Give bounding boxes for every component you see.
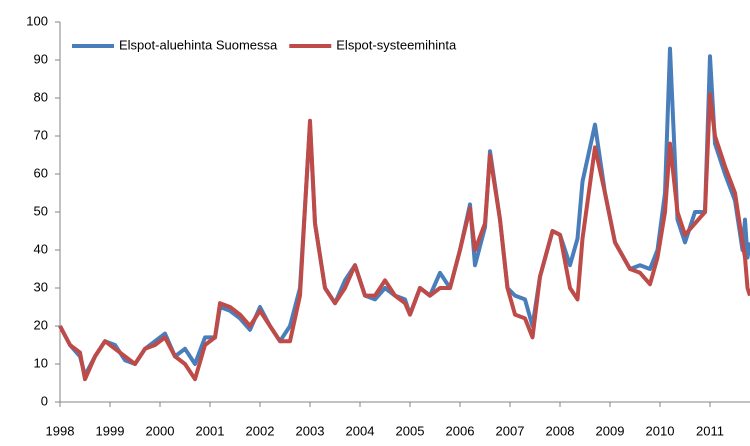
legend-label: Elspot-systeemihinta [336,37,457,52]
x-tick-label: 1998 [46,423,75,438]
y-tick-label: 40 [34,241,48,256]
x-tick-label: 1999 [96,423,125,438]
y-tick-label: 100 [26,13,48,28]
y-tick-label: 60 [34,165,48,180]
y-tick-label: 70 [34,127,48,142]
x-tick-label: 2004 [346,423,375,438]
x-tick-label: 2009 [596,423,625,438]
y-tick-label: 50 [34,203,48,218]
y-tick-label: 20 [34,317,48,332]
series-line [58,46,750,378]
y-tick-label: 30 [34,279,48,294]
x-tick-label: 2006 [446,423,475,438]
y-tick-label: 90 [34,51,48,66]
x-tick-label: 2000 [146,423,175,438]
y-tick-label: 10 [34,355,48,370]
y-tick-label: 0 [41,393,48,408]
series-line [58,92,750,382]
x-tick-label: 2001 [196,423,225,438]
x-tick-label: 2003 [296,423,325,438]
x-tick-label: 2008 [546,423,575,438]
x-tick-label: 2011 [696,423,724,438]
x-tick-label: 2007 [496,423,525,438]
y-tick-label: 80 [34,89,48,104]
x-tick-label: 2002 [246,423,275,438]
x-tick-label: 2010 [646,423,675,438]
x-tick-label: 2005 [396,423,425,438]
legend-label: Elspot-aluehinta Suomessa [119,37,278,52]
